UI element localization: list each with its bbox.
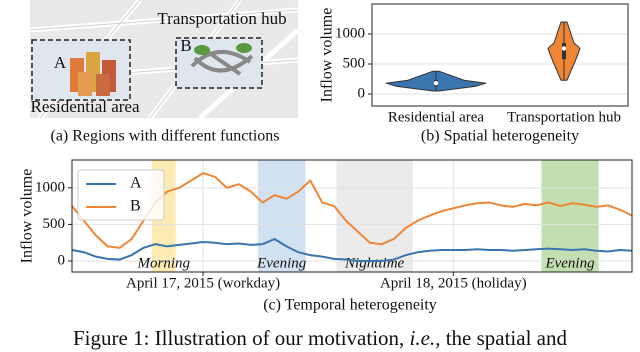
y-tick-label: 0 [58,252,66,268]
y-tick-label: 0 [358,85,366,101]
y-tick-label: 500 [43,216,66,232]
series-line [71,237,633,263]
time-band [541,160,599,272]
time-band [336,160,413,272]
x-tick-label: Residential area [388,109,485,125]
buildings [70,52,116,96]
median [561,46,567,51]
axes-frame [71,159,633,273]
subcaption: (a) Regions with different functions [51,128,280,145]
caption-part: i.e., [410,326,441,350]
subcaption: (b) Spatial heterogeneity [421,128,579,145]
x-tick-label: April 17, 2015 (workday) [126,275,280,291]
legend-label: A [130,175,142,192]
legend-label: B [130,198,141,215]
axes-frame [371,3,629,107]
map: Transportation hub B A Residential area [29,0,300,120]
y-tick-label: 1000 [35,179,65,195]
residential-label: Residential area [30,97,139,116]
y-tick-label: 1000 [335,25,365,41]
y-tick-label: 500 [343,55,366,71]
a-label: A [54,53,67,72]
caption-part: Figure 1: Illustration of our motivation… [73,326,410,350]
time-band [257,160,306,272]
figure-caption: Figure 1: Illustration of our motivation… [73,326,567,350]
x-tick-label: Transportation hub [507,109,621,125]
b-label: B [180,36,191,55]
median [433,81,439,86]
hub-label: Transportation hub [157,9,286,28]
y-axis-label: Inflow volume [319,8,336,103]
subcaption: (c) Temporal heterogeneity [263,297,437,314]
band-label: Evening [544,255,595,271]
y-axis-label: Inflow volume [19,169,36,264]
x-tick-label: April 18, 2015 (holiday) [380,275,527,291]
series-line [71,172,633,249]
band-label: Evening [256,255,307,271]
interchange [190,43,254,76]
legend-box [77,169,165,221]
caption-part: the spatial and [440,326,567,350]
band-label: Morning [136,255,190,271]
